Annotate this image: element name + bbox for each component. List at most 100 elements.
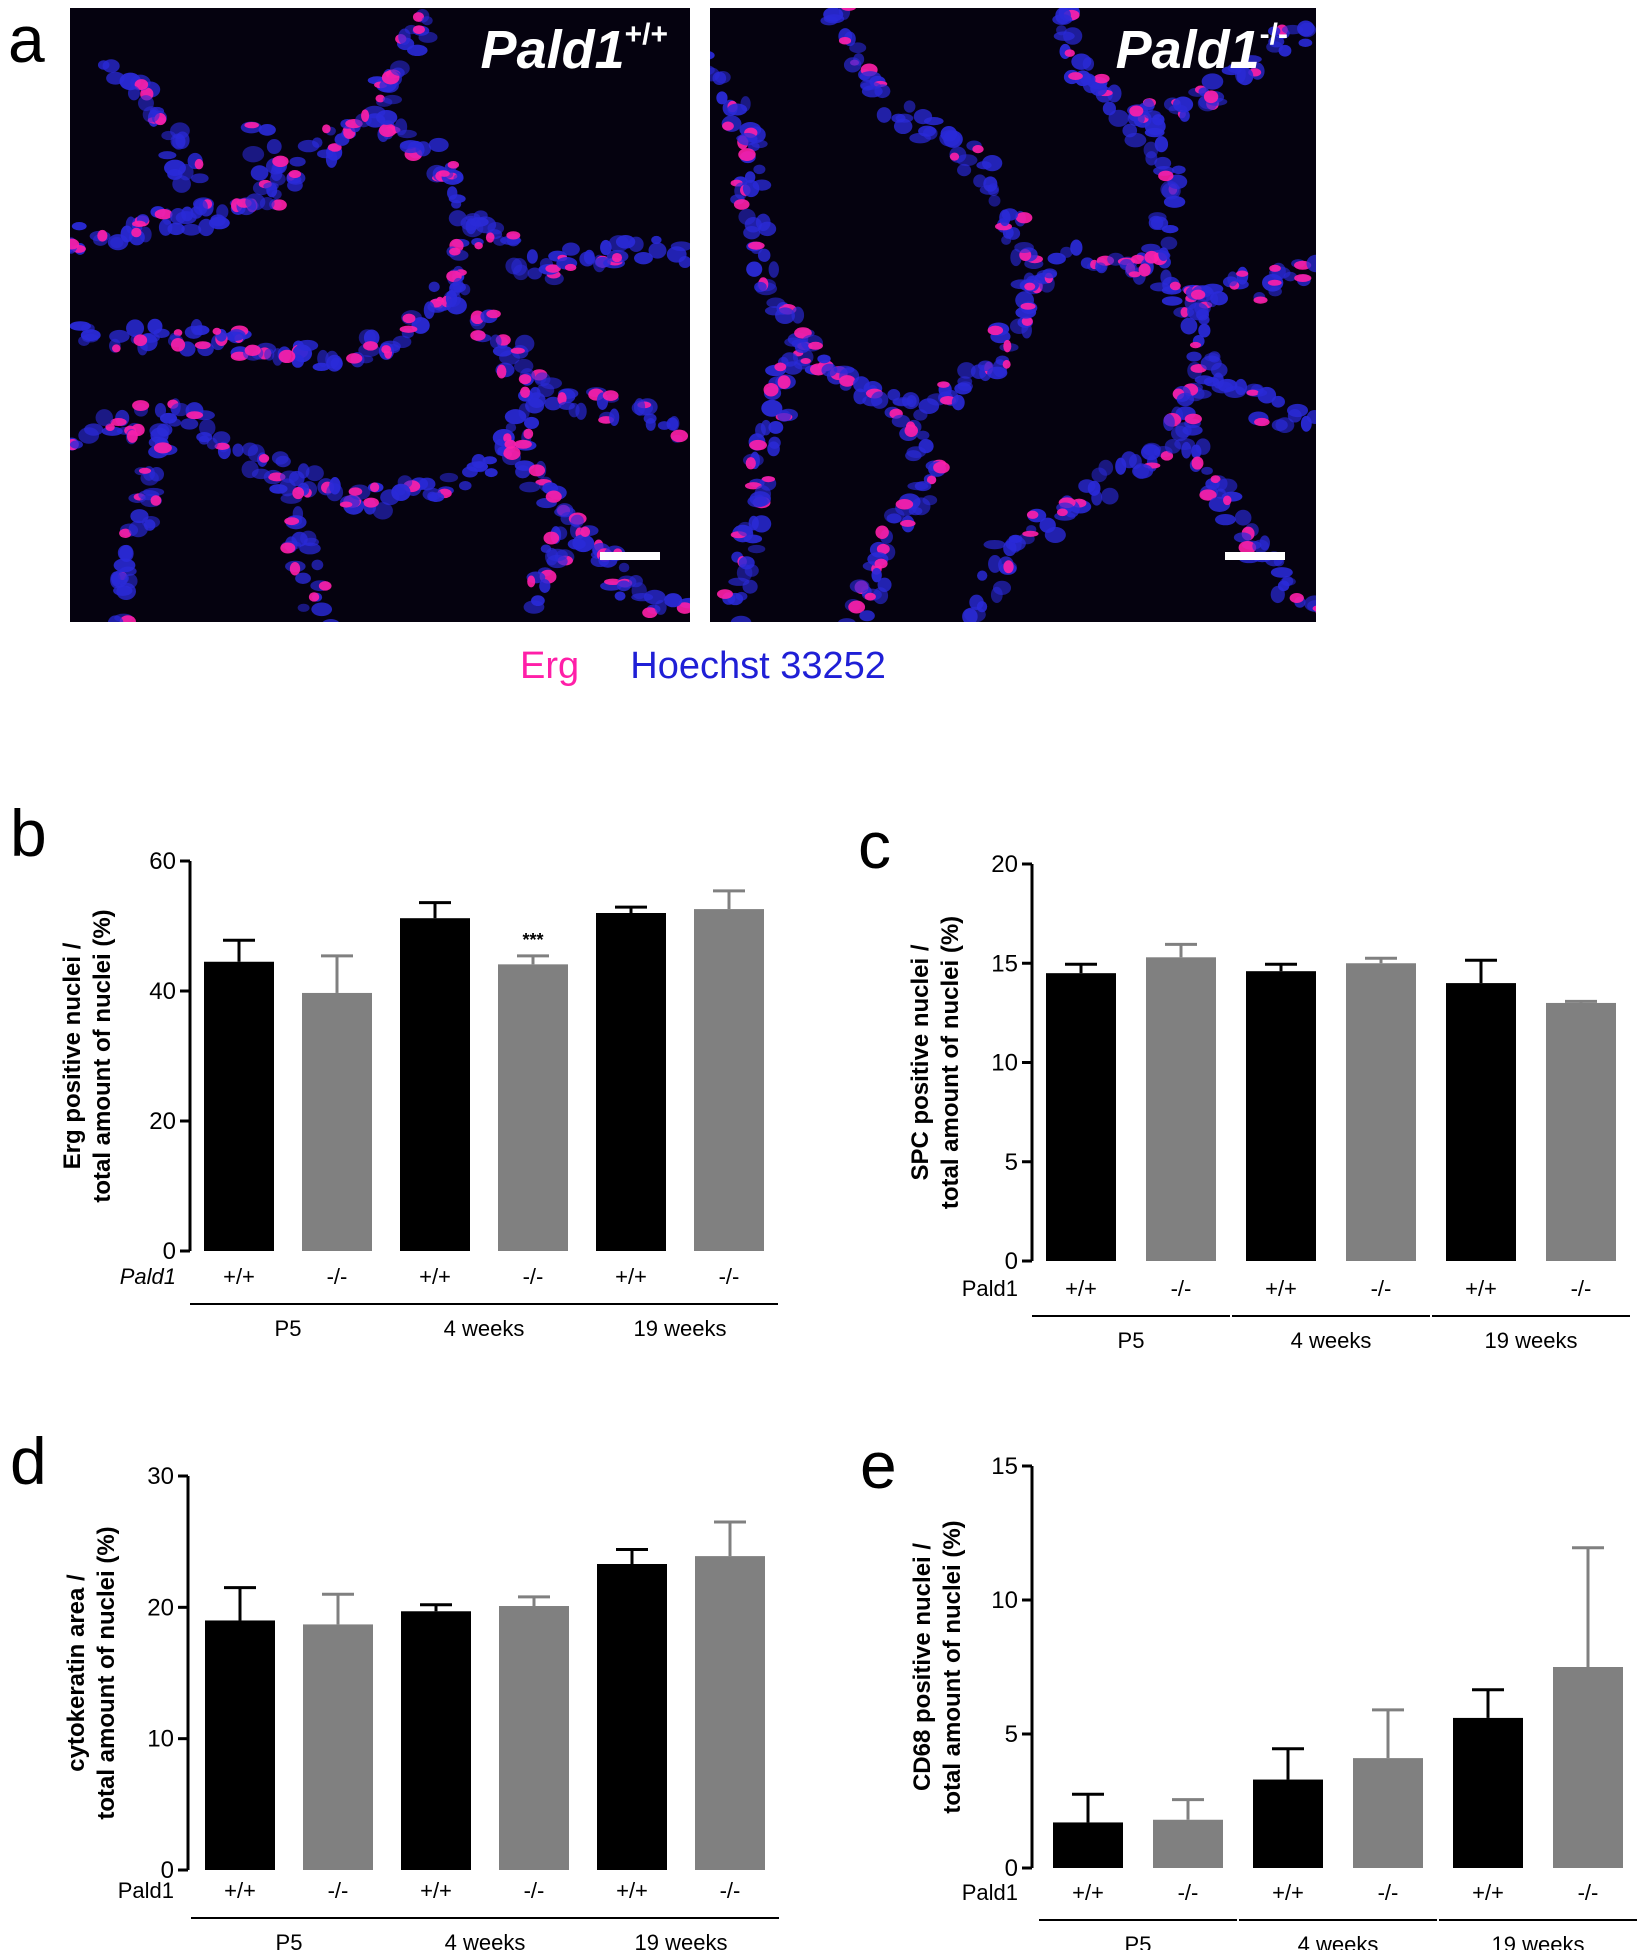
bar (1553, 1667, 1623, 1868)
scale-bar (1225, 552, 1285, 560)
bar (694, 909, 764, 1251)
y-axis-label-line2: total amount of nuclei (%) (939, 1520, 966, 1813)
bar (302, 992, 372, 1251)
category-label: +/+ (1072, 1880, 1104, 1905)
micrograph-wildtype-label: Pald1+/+ (481, 18, 668, 81)
category-label: -/- (523, 1264, 544, 1289)
y-tick-label: 20 (991, 851, 1018, 878)
genotype-name: Pald1 (480, 20, 625, 80)
chart-e: 0 5 10 15 CD68 positive nuclei / total amount… (909, 1453, 1637, 1950)
bar (205, 1620, 275, 1870)
category-label: -/- (1371, 1276, 1392, 1301)
chart-b: 0 20 40 60 Erg positive nuclei / total amount… (59, 848, 778, 1341)
y-axis-label-line2: total amount of nuclei (%) (89, 909, 116, 1202)
bar (1346, 963, 1416, 1261)
category-label: -/- (1171, 1276, 1192, 1301)
bar (1446, 983, 1516, 1261)
y-tick-label: 15 (991, 1453, 1018, 1480)
group-label: 4 weeks (1298, 1932, 1379, 1950)
micrograph-wildtype-image (70, 8, 690, 622)
micrograph-knockout-label: Pald1-/- (1116, 18, 1288, 81)
category-label: +/+ (224, 1878, 256, 1903)
significance-label: *** (522, 930, 543, 950)
tissue-texture (70, 8, 690, 622)
bar (499, 1606, 569, 1870)
bar (401, 1611, 471, 1870)
category-label: +/+ (1265, 1276, 1297, 1301)
chart-c: 0 5 10 15 20 SPC positive nuclei / total amoun… (907, 851, 1630, 1353)
bar (1546, 1002, 1616, 1261)
y-axis-label-line1: CD68 positive nuclei / (909, 1543, 936, 1791)
y-tick-label: 40 (149, 978, 176, 1005)
y-tick-label: 0 (163, 1238, 176, 1265)
y-axis-label-line1: cytokeratin area / (63, 1574, 90, 1772)
y-tick-label: 20 (147, 1594, 174, 1621)
category-label: -/- (328, 1878, 349, 1903)
category-label: -/- (1571, 1276, 1592, 1301)
category-label: +/+ (616, 1878, 648, 1903)
y-axis-label-line2: total amount of nuclei (%) (93, 1526, 120, 1819)
y-tick-label: 0 (161, 1857, 174, 1884)
bar (1246, 971, 1316, 1261)
genotype-superscript: +/+ (624, 18, 668, 51)
group-label: 19 weeks (1485, 1328, 1578, 1353)
genotype-row-label: Pald1 (118, 1878, 174, 1903)
bar (1053, 1822, 1123, 1868)
bar (1253, 1779, 1323, 1868)
stain-legend: Erg Hoechst 33252 (520, 645, 886, 688)
legend-erg: Erg (520, 645, 580, 687)
bar (1046, 973, 1116, 1261)
panel-letter-d: d (10, 1424, 47, 1498)
legend-hoechst: Hoechst 33252 (630, 645, 886, 687)
category-label: -/- (524, 1878, 545, 1903)
panel-letter-c: c (858, 808, 891, 882)
bar (1453, 1717, 1523, 1868)
panel-letter-a: a (8, 2, 45, 76)
bar (597, 1563, 667, 1870)
genotype-row-label: Pald1 (962, 1880, 1018, 1905)
y-tick-label: 0 (1005, 1855, 1018, 1882)
category-label: +/+ (615, 1264, 647, 1289)
group-label: P5 (1125, 1932, 1152, 1950)
group-label: 4 weeks (1291, 1328, 1372, 1353)
category-label: +/+ (1272, 1880, 1304, 1905)
y-tick-label: 5 (1005, 1149, 1018, 1176)
bar (1353, 1758, 1423, 1868)
group-label: 19 weeks (634, 1316, 727, 1341)
bar (1146, 957, 1216, 1261)
y-tick-label: 30 (147, 1463, 174, 1490)
micrograph-wildtype: Pald1+/+ (70, 8, 690, 622)
group-label: 4 weeks (444, 1316, 525, 1341)
category-label: +/+ (1065, 1276, 1097, 1301)
bar (303, 1624, 373, 1870)
y-tick-label: 10 (991, 1050, 1018, 1077)
category-label: +/+ (420, 1878, 452, 1903)
y-tick-label: 10 (991, 1587, 1018, 1614)
bar (695, 1556, 765, 1870)
genotype-row-label: Pald1 (962, 1276, 1018, 1301)
bar (498, 964, 568, 1251)
y-tick-label: 20 (149, 1108, 176, 1135)
panel-letter-b: b (10, 796, 47, 870)
category-label: +/+ (1472, 1880, 1504, 1905)
scale-bar (600, 552, 660, 560)
bar (596, 913, 666, 1251)
bar (204, 961, 274, 1251)
category-label: -/- (719, 1264, 740, 1289)
y-tick-label: 5 (1005, 1721, 1018, 1748)
micrograph-knockout-image (710, 8, 1316, 622)
category-label: +/+ (223, 1264, 255, 1289)
y-tick-label: 0 (1005, 1248, 1018, 1275)
group-label: P5 (1118, 1328, 1145, 1353)
chart-d: 0 10 20 30 cytokeratin area / total amount of… (63, 1463, 779, 1950)
genotype-name: Pald1 (1115, 20, 1260, 80)
tissue-texture (710, 8, 1316, 622)
category-label: -/- (1378, 1880, 1399, 1905)
genotype-row-label: Pald1 (120, 1264, 176, 1289)
category-label: +/+ (1465, 1276, 1497, 1301)
category-label: -/- (720, 1878, 741, 1903)
category-label: -/- (1578, 1880, 1599, 1905)
y-axis-label-line1: SPC positive nuclei / (907, 944, 934, 1180)
group-label: 4 weeks (445, 1930, 526, 1950)
bar (400, 918, 470, 1251)
